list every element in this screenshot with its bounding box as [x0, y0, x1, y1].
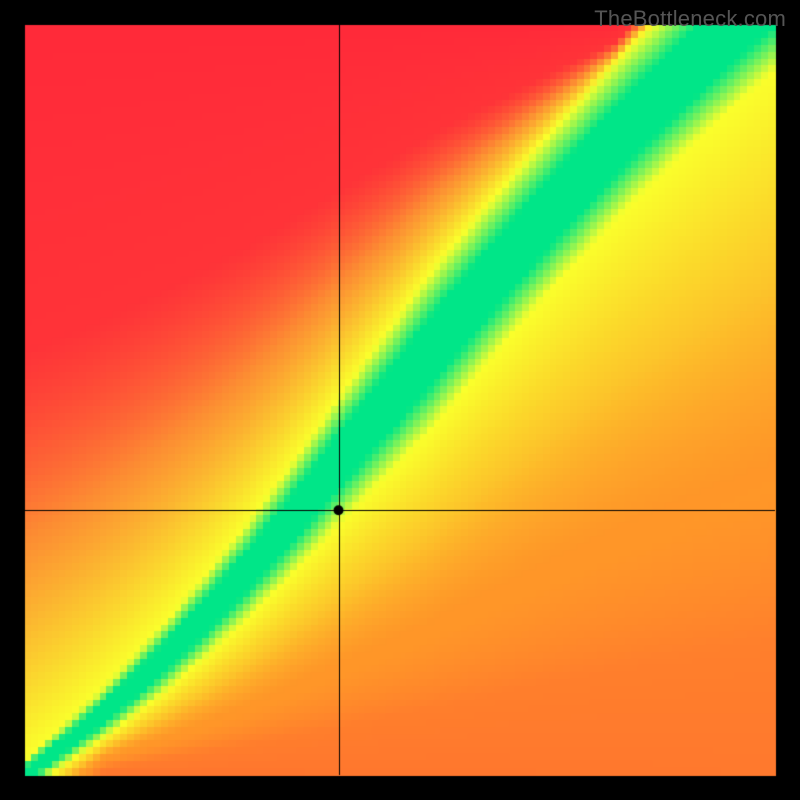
- bottleneck-heatmap: [0, 0, 800, 800]
- watermark-text: TheBottleneck.com: [594, 6, 786, 32]
